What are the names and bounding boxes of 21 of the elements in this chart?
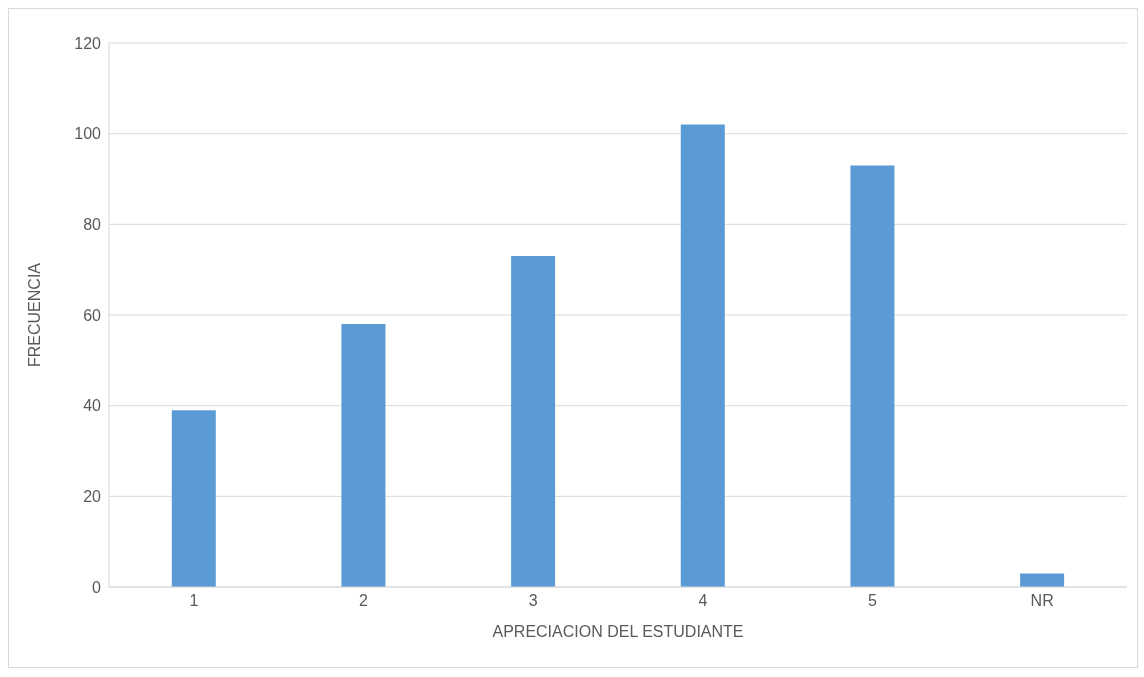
- x-tick-label: 1: [189, 592, 199, 610]
- bar: [680, 124, 725, 587]
- bar: [171, 410, 216, 587]
- y-tick-label: 80: [83, 216, 102, 234]
- bar: [850, 165, 895, 587]
- y-tick-label: 20: [83, 488, 102, 506]
- x-tick-label: 3: [528, 592, 538, 610]
- x-tick-label: 2: [359, 592, 369, 610]
- x-tick-label: 4: [698, 592, 708, 610]
- y-tick-label: 0: [92, 578, 102, 596]
- bar: [1020, 573, 1065, 587]
- y-tick-label: 120: [74, 34, 102, 52]
- x-tick-label: NR: [1030, 592, 1054, 610]
- y-tick-label: 60: [83, 306, 102, 324]
- x-axis-title: APRECIACION DEL ESTUDIANTE: [492, 623, 744, 640]
- y-tick-label: 100: [74, 125, 102, 143]
- bar: [511, 256, 556, 587]
- x-tick-label: 5: [868, 592, 878, 610]
- y-axis-title: FRECUENCIA: [25, 262, 43, 368]
- y-tick-label: 40: [83, 397, 102, 415]
- bar: [341, 324, 386, 587]
